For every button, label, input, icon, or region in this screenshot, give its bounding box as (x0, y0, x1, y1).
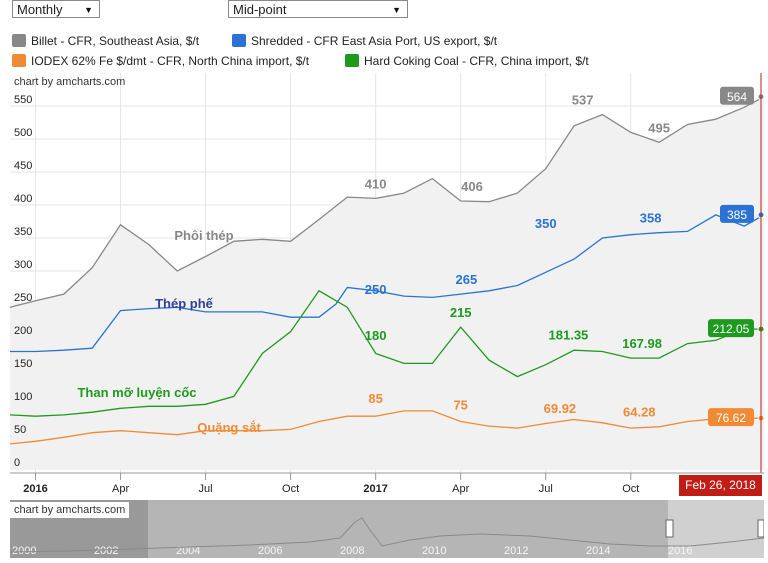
cursor-date-badge: Feb 26, 2018 (679, 475, 762, 496)
legend-swatch (232, 34, 246, 47)
x-tick-label: Oct (282, 483, 299, 495)
legend-label: Billet - CFR, Southeast Asia, $/t (31, 34, 200, 48)
legend-item-billet[interactable]: Billet - CFR, Southeast Asia, $/t (12, 34, 199, 48)
scroll-year-label: 2008 (340, 545, 364, 557)
scroll-year-label: 2012 (504, 545, 528, 557)
scroll-year-labels: 2000 2002 2004 2006 2008 2010 2012 2014 2016 (12, 545, 692, 557)
data-label-billet: 406 (461, 179, 483, 194)
data-label-shredded: 250 (365, 282, 387, 297)
legend-label: IODEX 62% Fe $/dmt - CFR, North China im… (31, 54, 310, 68)
y-tick-label: 300 (14, 259, 32, 271)
y-tick-label: 0 (14, 457, 20, 469)
price-type-select-value: Mid-point (233, 2, 287, 17)
scroll-year-label: 2010 (422, 545, 446, 557)
chevron-down-icon: ▼ (84, 5, 93, 15)
y-tick-label: 150 (14, 358, 32, 370)
series-line-billet (9, 96, 765, 308)
y-tick-label: 50 (14, 424, 26, 436)
scroll-selected-range (668, 500, 764, 558)
end-value-label-coal: 212.05 (713, 322, 750, 336)
x-tick-label: Oct (622, 483, 639, 495)
legend-swatch (12, 54, 26, 67)
x-tick-label: Jul (539, 483, 553, 495)
annotations: Phôi thép Thép phế Than mỡ luyện cốc Quặng … (77, 228, 261, 435)
x-tick-label: Apr (112, 483, 129, 495)
line-layer (9, 96, 765, 445)
legend-swatch (12, 34, 26, 47)
data-label-billet: 410 (365, 176, 387, 191)
legend-label: Hard Coking Coal - CFR, China import, $/… (364, 54, 589, 68)
legend-item-coal[interactable]: Hard Coking Coal - CFR, China import, $/… (345, 54, 589, 68)
annotation-coal: Than mỡ luyện cốc (77, 385, 196, 400)
x-tick-label: Jul (199, 483, 213, 495)
data-label-coal: 167.98 (622, 336, 662, 351)
y-tick-label: 250 (14, 292, 32, 304)
end-badge-ore (708, 408, 754, 427)
period-select[interactable]: Monthly ▼ (12, 0, 100, 18)
data-label-shredded: 358 (640, 211, 662, 226)
y-tick-label: 100 (14, 391, 32, 403)
data-label-coal: 181.35 (549, 327, 589, 342)
data-label-coal: 180 (365, 328, 387, 343)
x-tick-label: 2017 (363, 483, 387, 495)
data-label-ore: 75 (453, 398, 467, 413)
scrollbar-credit: chart by amcharts.com (10, 502, 130, 518)
y-tick-label: 200 (14, 325, 32, 337)
series-area-billet (10, 96, 764, 470)
price-type-select[interactable]: Mid-point ▼ (228, 0, 408, 18)
data-label-billet: 537 (572, 93, 594, 108)
annotation-billet: Phôi thép (174, 228, 233, 243)
scroll-year-label: 2014 (586, 545, 610, 557)
series-line-ore (9, 410, 764, 445)
end-value-badges: 564 385 212.05 76.62 (708, 86, 765, 427)
period-select-value: Monthly (17, 2, 63, 17)
annotation-shredded: Thép phế (155, 296, 214, 311)
y-tick-label: 500 (14, 127, 32, 139)
end-badge-coal (708, 319, 754, 338)
y-tick-label: 400 (14, 193, 32, 205)
x-tick-label: Apr (452, 483, 469, 495)
data-label-ore: 85 (368, 391, 382, 406)
legend-swatch (345, 54, 359, 67)
y-axis: 0 50 100 150 200 250 300 350 400 450 500 550 (14, 94, 32, 469)
scroll-handle-left[interactable] (665, 519, 674, 538)
x-tick-label: 2016 (23, 483, 47, 495)
scroll-handle-right[interactable] (757, 519, 765, 538)
end-value-label-ore: 76.62 (716, 411, 746, 425)
chevron-down-icon: ▼ (392, 5, 401, 15)
scroll-preview-line (9, 517, 765, 553)
scroll-unselected (148, 500, 668, 558)
y-tick-label: 450 (14, 160, 32, 172)
end-value-label-shredded: 385 (727, 208, 747, 222)
end-badge-shredded (720, 204, 754, 223)
data-label-coal: 215 (450, 305, 472, 320)
data-label-shredded: 265 (456, 272, 478, 287)
x-axis: 2016 Apr Jul Oct 2017 Apr Jul Oct (23, 473, 639, 495)
annotation-ore: Quặng sắt (197, 420, 261, 435)
data-label-ore: 64.28 (623, 405, 656, 420)
y-tick-label: 350 (14, 226, 32, 238)
area-layer (10, 96, 764, 470)
legend-label: Shredded - CFR East Asia Port, US export… (251, 34, 498, 48)
price-chart[interactable]: 0 50 100 150 200 250 300 350 400 450 500 550 2016 Ap… (0, 0, 768, 500)
scroll-year-label: 2006 (258, 545, 282, 557)
end-value-label-billet: 564 (727, 90, 747, 104)
legend-item-iodex[interactable]: IODEX 62% Fe $/dmt - CFR, North China im… (12, 54, 309, 68)
data-label-shredded: 350 (535, 216, 557, 231)
value-labels: 410 406 537 495 250 265 350 358 180 215 181.35 167.… (365, 93, 670, 420)
series-line-shredded (10, 214, 765, 353)
legend-item-shredded[interactable]: Shredded - CFR East Asia Port, US export… (232, 34, 497, 48)
y-tick-label: 550 (14, 94, 32, 106)
chart-credit: chart by amcharts.com (14, 76, 125, 88)
data-label-ore: 69.92 (544, 401, 577, 416)
series-line-coal (9, 289, 764, 417)
data-label-billet: 495 (648, 120, 670, 135)
scroll-year-label: 2000 (12, 545, 36, 557)
scroll-year-label: 2016 (668, 545, 692, 557)
scroll-year-label: 2004 (176, 545, 200, 557)
end-badge-billet (720, 86, 754, 105)
scroll-year-label: 2002 (94, 545, 118, 557)
